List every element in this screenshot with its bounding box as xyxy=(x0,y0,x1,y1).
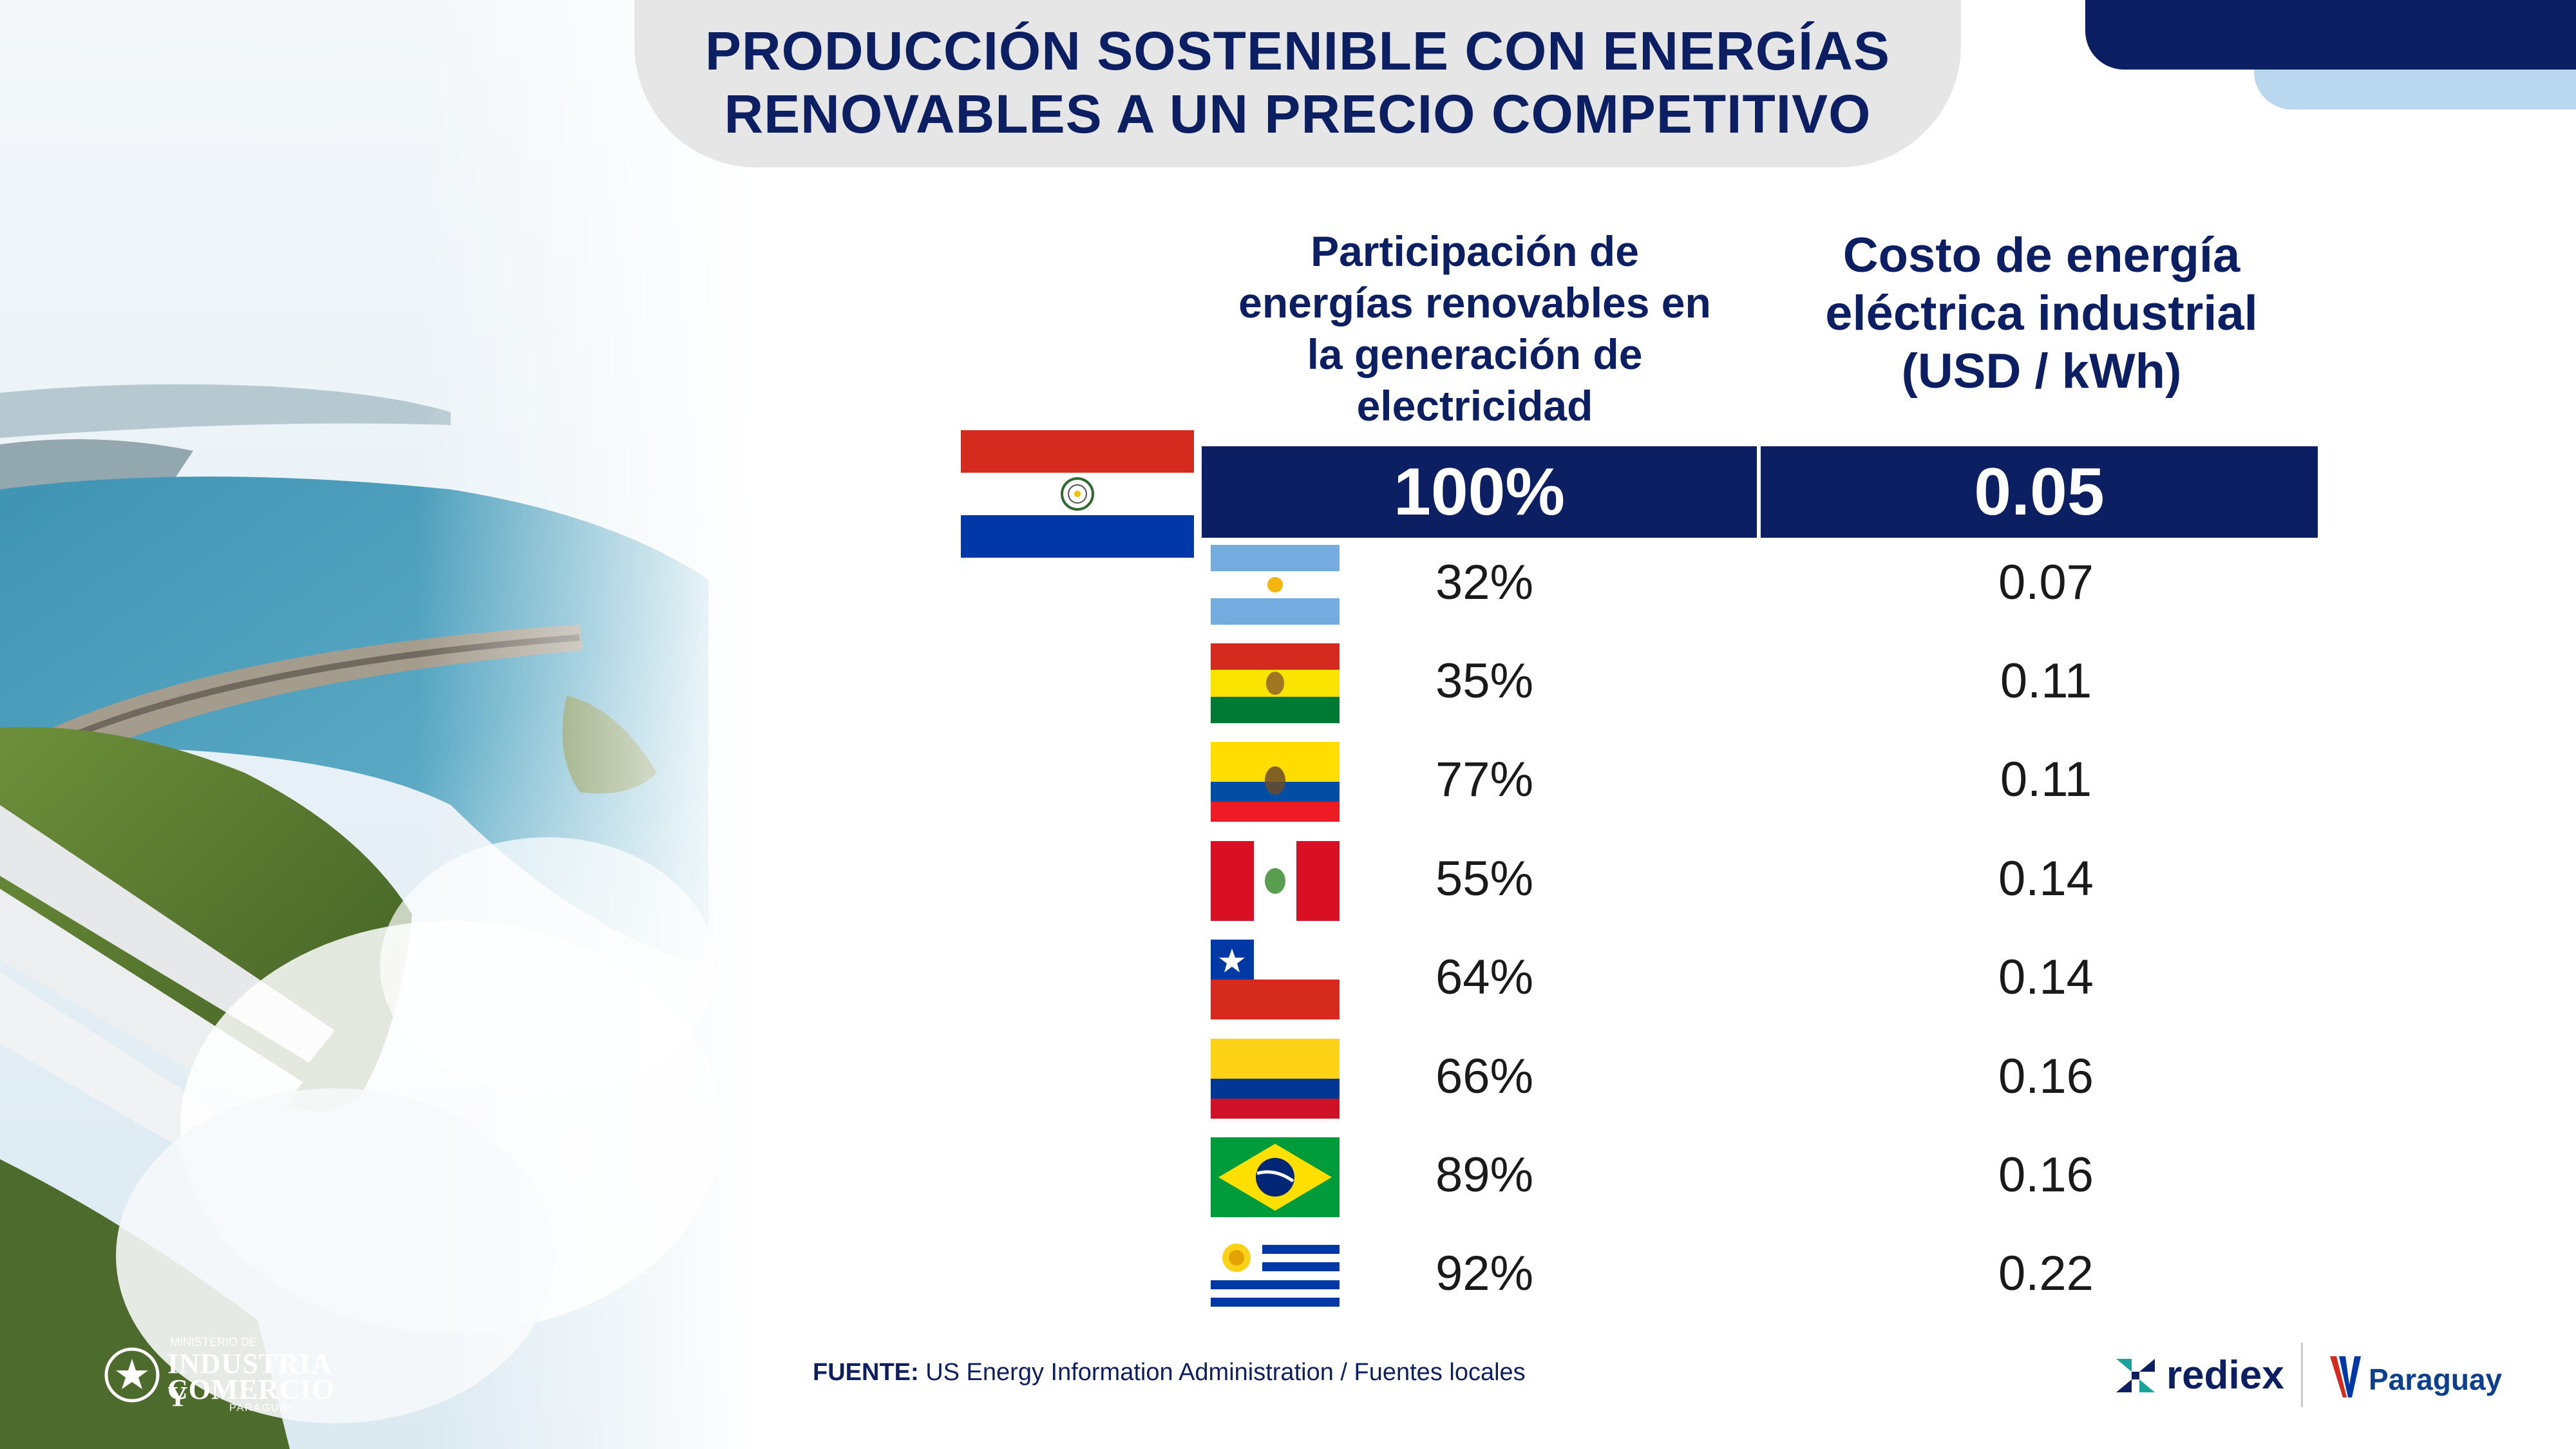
cost-header-line: eléctrica industrial xyxy=(1825,286,2258,341)
peru-flag xyxy=(1211,841,1340,921)
renewables-value: 32% xyxy=(1435,555,1534,610)
decorative-bar-dark xyxy=(2085,0,2576,70)
renewables-value: 55% xyxy=(1435,851,1534,906)
table-row: 55% 0.14 xyxy=(1211,831,2318,927)
table-row: 89% 0.16 xyxy=(1211,1127,2318,1224)
table-row: 92% 0.22 xyxy=(1211,1226,2318,1322)
ministry-small-text: MINISTERIO DE xyxy=(170,1336,258,1349)
table-row: 35% 0.11 xyxy=(1211,633,2318,730)
ministry-country: PARAGUAY xyxy=(229,1403,296,1414)
cost-value: 0.14 xyxy=(1998,851,2094,906)
logo-divider xyxy=(2301,1343,2303,1407)
rediex-wordmark: rediex xyxy=(2166,1353,2284,1397)
ecuador-flag xyxy=(1211,742,1340,822)
dam-photo: MINISTERIO DE INDUSTRIA Y COMERCIO PARAG… xyxy=(0,0,760,1449)
table-row: 32% 0.07 xyxy=(1211,535,2318,631)
cost-column-header: Costo de energía eléctrica industrial (U… xyxy=(1790,227,2293,401)
cost-value: 0.22 xyxy=(1998,1246,2094,1301)
cost-value: 0.11 xyxy=(2000,654,2092,708)
renewables-header-line: electricidad xyxy=(1356,382,1593,430)
table-row: 66% 0.16 xyxy=(1211,1028,2318,1125)
paraguay-brand-wordmark: Paraguay xyxy=(2369,1363,2503,1396)
renewables-header-line: energías renovables en xyxy=(1238,279,1711,327)
national-seal-icon xyxy=(104,1347,160,1403)
renewables-value: 66% xyxy=(1435,1049,1534,1104)
brazil-flag xyxy=(1211,1137,1340,1217)
renewables-value: 89% xyxy=(1435,1148,1534,1202)
cost-value: 0.11 xyxy=(2000,752,2092,807)
colombia-flag xyxy=(1211,1039,1340,1119)
source-note: FUENTE: US Energy Information Administra… xyxy=(813,1359,1526,1387)
cost-value: 0.07 xyxy=(1998,555,2094,610)
renewables-header-line: la generación de xyxy=(1307,330,1643,378)
page-title: PRODUCCIÓN SOSTENIBLE CON ENERGÍAS RENOV… xyxy=(634,19,1961,146)
renewables-header-line: Participación de xyxy=(1311,227,1639,275)
ministry-logo: MINISTERIO DE INDUSTRIA Y COMERCIO PARAG… xyxy=(103,1332,335,1416)
bolivia-flag xyxy=(1211,643,1340,723)
cost-value: 0.16 xyxy=(1998,1148,2094,1202)
renewables-value: 35% xyxy=(1435,654,1534,708)
cost-value: 0.16 xyxy=(1998,1049,2094,1104)
paraguay-cost: 0.05 xyxy=(1761,446,2318,538)
title-line-2: RENOVABLES A UN PRECIO COMPETITIVO xyxy=(724,84,1871,144)
table-row: 64% 0.14 xyxy=(1211,929,2318,1026)
renewables-value: 64% xyxy=(1435,950,1534,1005)
table-row: 77% 0.11 xyxy=(1211,732,2318,828)
cost-header-line: Costo de energía xyxy=(1842,228,2240,283)
cost-header-line: (USD / kWh) xyxy=(1901,344,2182,399)
rediex-mark-icon xyxy=(2116,1359,2155,1392)
argentina-flag xyxy=(1211,545,1340,625)
rediex-logo: rediex xyxy=(2112,1346,2299,1404)
paraguay-brand-logo: Paraguay xyxy=(2326,1346,2502,1404)
title-line-1: PRODUCCIÓN SOSTENIBLE CON ENERGÍAS xyxy=(705,21,1891,81)
renewables-column-header: Participación de energías renovables en … xyxy=(1201,225,1748,431)
paraguay-flag xyxy=(961,430,1194,558)
uruguay-flag xyxy=(1211,1236,1340,1316)
cost-value: 0.14 xyxy=(1998,950,2094,1005)
paraguay-renewables: 100% xyxy=(1202,446,1757,538)
chile-flag xyxy=(1211,940,1340,1019)
ministry-line1: INDUSTRIA Y xyxy=(167,1348,331,1412)
paraguay-brand-mark-icon xyxy=(2330,1356,2361,1397)
source-label: FUENTE: xyxy=(813,1359,919,1386)
title-background xyxy=(634,0,1961,167)
renewables-value: 92% xyxy=(1435,1246,1534,1301)
renewables-value: 77% xyxy=(1435,752,1534,807)
source-text: US Energy Information Administration / F… xyxy=(918,1359,1526,1386)
ministry-line2: COMERCIO xyxy=(167,1374,335,1405)
